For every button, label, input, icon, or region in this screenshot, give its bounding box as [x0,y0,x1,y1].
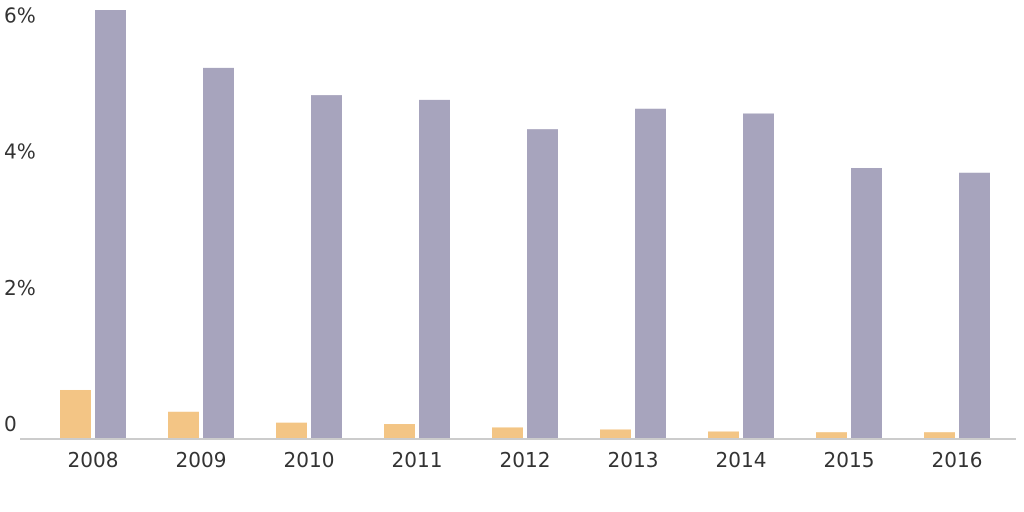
bar-2011-series-2 [419,99,450,439]
bar-2009-series-1 [168,411,199,439]
y-tick-label: 0 [4,412,17,436]
bar-2008-series-2 [95,10,126,439]
bar-2009-series-2 [203,67,234,439]
bar-2013-series-1 [600,429,631,439]
y-axis-ticks: 0 2% 4% 6% [4,3,36,436]
x-axis-ticks: 2008 2009 2010 2011 2012 2013 2014 2015 2016 [68,448,983,472]
bar-2012-series-1 [492,427,523,439]
bar-2012-series-2 [527,129,558,439]
x-tick-label: 2012 [500,448,551,472]
y-tick-label: 6% [4,3,36,27]
x-tick-label: 2009 [176,448,227,472]
y-tick-label: 2% [4,276,36,300]
bar-2010-series-1 [276,422,307,439]
y-tick-label: 4% [4,140,36,164]
x-tick-label: 2010 [284,448,335,472]
bar-2011-series-1 [384,424,415,439]
bars [60,10,990,439]
bar-2013-series-2 [635,108,666,439]
x-tick-label: 2014 [716,448,767,472]
bar-2015-series-2 [851,167,882,439]
bar-2014-series-2 [743,113,774,439]
bar-2016-series-1 [924,432,955,439]
bar-2015-series-1 [816,432,847,439]
bar-2010-series-2 [311,95,342,439]
x-tick-label: 2008 [68,448,119,472]
bar-2014-series-1 [708,431,739,439]
x-tick-label: 2011 [392,448,443,472]
x-tick-label: 2013 [608,448,659,472]
bar-2008-series-1 [60,389,91,439]
x-tick-label: 2016 [932,448,983,472]
x-tick-label: 2015 [824,448,875,472]
bar-2016-series-2 [959,172,990,439]
